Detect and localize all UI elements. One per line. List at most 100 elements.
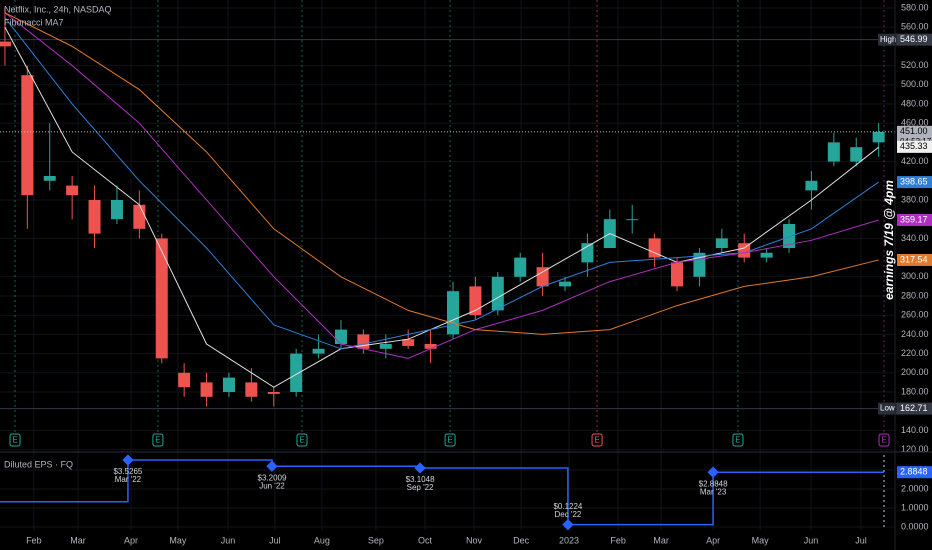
moving-average	[4, 26, 879, 388]
y-tick-label: 200.00	[901, 367, 929, 377]
earnings-label: E	[735, 436, 740, 445]
x-tick-label: Mar	[653, 535, 669, 545]
candle-body	[334, 329, 347, 344]
candle-body	[245, 382, 258, 397]
x-tick-label: Dec	[513, 535, 530, 545]
earnings-label: E	[447, 436, 452, 445]
axis: Feb Mar Apr May Jun Jul Aug Sep Oct Nov Dec 2023 Feb…	[26, 2, 932, 545]
badge	[897, 213, 932, 226]
eps-period: Mar '23	[700, 487, 727, 496]
eps-period: Jun '22	[259, 481, 285, 490]
x-tick-label: Oct	[418, 535, 433, 545]
eps-period: Sep '22	[407, 483, 434, 492]
candle-body	[626, 219, 639, 221]
y-tick-label: 520.00	[901, 60, 929, 70]
x-tick-label: Feb	[610, 535, 626, 545]
badge-label: 435.33	[900, 141, 928, 151]
earnings-marker	[878, 433, 890, 447]
earnings-label: E	[155, 436, 160, 445]
candle-body	[133, 204, 146, 229]
badge-label: 359.17	[900, 214, 928, 224]
candle-body	[536, 267, 549, 287]
y-tick-label: 180.00	[901, 386, 929, 396]
y-tick-label: 260.00	[901, 310, 929, 320]
x-tick-label: Jun	[221, 535, 236, 545]
y-tick-label: 300.00	[901, 271, 929, 281]
candle-body	[200, 382, 213, 397]
grid	[0, 0, 895, 530]
earnings-marker	[9, 433, 21, 447]
candle-body	[850, 147, 863, 162]
moving-average	[4, 12, 879, 359]
candle-body	[290, 353, 303, 392]
candle-body	[379, 343, 392, 349]
earnings-label: E	[594, 436, 599, 445]
candle-body	[424, 343, 437, 349]
x-tick-label: Sep	[368, 535, 384, 545]
y-tick-label: 580.00	[901, 2, 929, 12]
earnings-marker	[152, 433, 164, 447]
eps-period: Mar '22	[115, 475, 142, 484]
indicator-title: Fibonacci MA7	[4, 17, 64, 27]
x-tick-label: Apr	[706, 535, 720, 545]
eps-badge-label: 2.8848	[900, 467, 928, 477]
eps-point	[414, 462, 426, 474]
badge	[897, 33, 932, 46]
earnings-label: E	[299, 436, 304, 445]
badge	[897, 402, 932, 415]
x-tick-label: 2023	[559, 535, 579, 545]
y-tick-label: 480.00	[901, 98, 929, 108]
badge-label: 546.99	[900, 34, 928, 44]
x-tick-label: Feb	[26, 535, 42, 545]
badge	[897, 253, 932, 266]
candle-body	[783, 223, 796, 248]
badge-label: 317.54	[900, 254, 928, 264]
eps-period: Dec '22	[554, 510, 581, 519]
chart-title: Netflix, Inc., 24h, NASDAQ	[4, 4, 112, 14]
eps-value: $2.8848	[699, 479, 728, 488]
candle-body	[155, 238, 168, 359]
y-tick-label: 560.00	[901, 22, 929, 32]
y-tick-label: 1.0000	[901, 502, 929, 512]
x-tick-label: Jul	[269, 535, 281, 545]
eps-point	[562, 519, 574, 531]
x-tick-label: Nov	[466, 535, 483, 545]
candle-body	[760, 252, 773, 258]
candle-body	[648, 238, 661, 258]
y-tick-label: 280.00	[901, 290, 929, 300]
badge-label: 398.65	[900, 176, 928, 186]
y-tick-label: 2.0000	[901, 483, 929, 493]
badge-label: 162.71	[900, 403, 928, 413]
candle-body	[805, 180, 818, 191]
earnings-marker	[591, 433, 603, 447]
x-tick-label: Apr	[124, 535, 138, 545]
candle-body	[715, 238, 728, 248]
candle-body	[267, 391, 280, 394]
badge-name-box	[878, 33, 897, 46]
candle-body	[446, 291, 459, 335]
eps-point	[266, 460, 278, 472]
x-tick-label: Jul	[855, 535, 867, 545]
eps-value: $3.2009	[258, 473, 287, 482]
earnings-marker	[444, 433, 456, 447]
candle-body	[402, 339, 415, 346]
candle-body	[43, 175, 56, 181]
eps-value: $0.1224	[553, 502, 582, 511]
y-tick-label: 380.00	[901, 194, 929, 204]
candle-body	[491, 276, 504, 311]
eps-point	[707, 466, 719, 478]
annotation: earnings 7/19 @ 4pm	[882, 180, 896, 300]
badge-name: Low	[880, 404, 895, 413]
eps-title: Diluted EPS · FQ	[4, 459, 73, 469]
y-tick-label: 120.00	[901, 444, 929, 454]
candle-body	[738, 243, 751, 258]
candle-body	[671, 262, 684, 287]
eps-badge	[897, 466, 932, 479]
badge-name: High	[880, 35, 896, 44]
y-tick-label: 460.00	[901, 118, 929, 128]
earnings-label: E	[12, 436, 17, 445]
candle-body	[0, 41, 11, 47]
badge-name-box	[878, 402, 897, 415]
